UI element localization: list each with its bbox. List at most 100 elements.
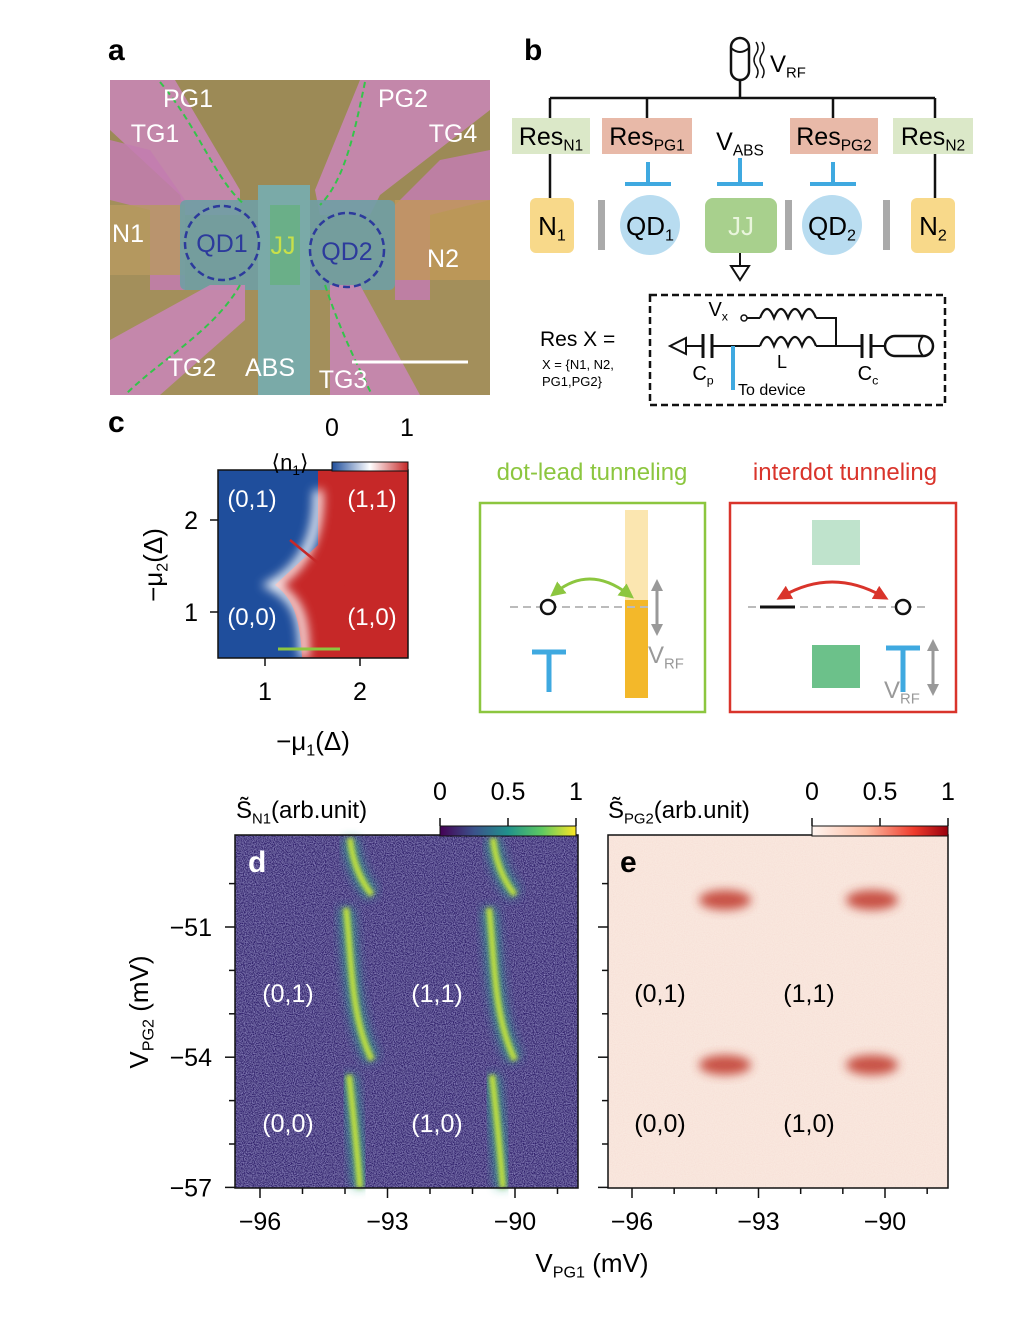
label-part: V [124,1051,154,1069]
label: TG4 [429,120,478,148]
gate-pg1 [110,80,240,215]
label-part: 1 [306,742,315,760]
label-part: PG1 [654,138,685,155]
label: VPG2 (mV) [124,955,158,1068]
label: (1,1) [347,486,396,513]
label: −51 [170,914,212,942]
label-part: ⟩ [300,450,309,475]
label-part: Res [519,123,563,151]
label: N1 [538,211,566,245]
resonator [602,118,692,154]
lead [911,198,955,253]
label: L [777,352,787,372]
label: 2 [353,678,367,706]
label-part: PG2 [841,138,872,155]
label: 0 [325,414,339,442]
label: −μ1(Δ) [276,726,350,760]
dot-outline [183,204,261,282]
label: (0,0) [227,604,276,631]
resonator [512,118,590,154]
label-part: 1 [292,463,300,478]
label-part: N [919,211,938,241]
colorbar [811,825,949,837]
label-part: 2 [847,227,856,245]
label: VRF [770,51,806,81]
label: QD2 [321,238,372,266]
label: (1,1) [411,980,462,1008]
label-part: x [722,309,729,323]
label: a [108,34,125,67]
label: QD1 [196,230,247,258]
label: −90 [494,1208,536,1236]
label: 1 [400,414,414,442]
label-part: RF [900,691,920,707]
label: 1 [941,778,955,806]
schematic-frame [728,501,958,714]
label-part: (mV) [585,1248,649,1278]
lead-n1 [110,205,185,275]
junction [705,198,777,253]
cable [730,47,750,53]
label: JJ [271,232,296,260]
label: 0 [433,778,447,806]
label-part: V [770,51,786,78]
inductor [758,335,818,350]
barrier [883,200,890,250]
lead-n2 [395,200,490,280]
label-part: (arb.unit) [654,797,750,824]
label: N2 [919,211,947,245]
label: (0,1) [227,486,276,513]
ground [667,336,687,356]
schematic-frame [478,501,707,714]
map-background [235,835,578,1188]
label: −93 [366,1208,408,1236]
gate-tg2 [110,285,245,395]
label-part: RF [786,65,806,81]
label: −93 [737,1208,779,1236]
colorbar [331,461,409,472]
label: ⟨n1⟩ [272,450,309,478]
label: PG1 [163,85,213,113]
label: ABS [245,354,295,382]
dot-outline [308,211,386,289]
label: QD2 [808,211,856,245]
label: VPG1 (mV) [535,1248,648,1282]
lead-box [812,520,860,565]
lead [530,198,574,253]
charge-line [347,837,375,897]
label: Vx [708,299,728,323]
label-part: p [707,373,714,387]
boundary [159,81,246,206]
label-part: ABS [733,143,764,160]
label: 1 [184,599,198,627]
label: (0,1) [634,980,685,1008]
charge-line [490,837,518,897]
cable [883,334,935,358]
label: S̃N1(arb.unit) [236,797,367,827]
charge-line [343,907,375,1062]
map-transition [261,489,324,659]
label: Res X = [540,328,615,351]
label-part: PG1 [553,1264,585,1282]
label-part: 1 [557,227,566,245]
label-part: V [708,299,722,321]
charge-line [489,1074,506,1189]
label-part: C [692,363,706,385]
label: To device [738,382,806,399]
label: TG3 [319,366,368,394]
lead-bar [625,510,648,698]
label-part: PG2 [624,811,654,827]
cable [918,335,924,357]
interdot-peak [699,890,751,910]
dot [802,195,862,255]
dot [620,195,680,255]
label-part: N1 [252,811,271,827]
resonator [790,118,878,154]
label-part: (Δ) [315,726,350,756]
label-part: N2 [945,138,965,155]
label: 0.5 [863,778,898,806]
label-part: Res [796,123,840,151]
label: −54 [170,1044,213,1072]
